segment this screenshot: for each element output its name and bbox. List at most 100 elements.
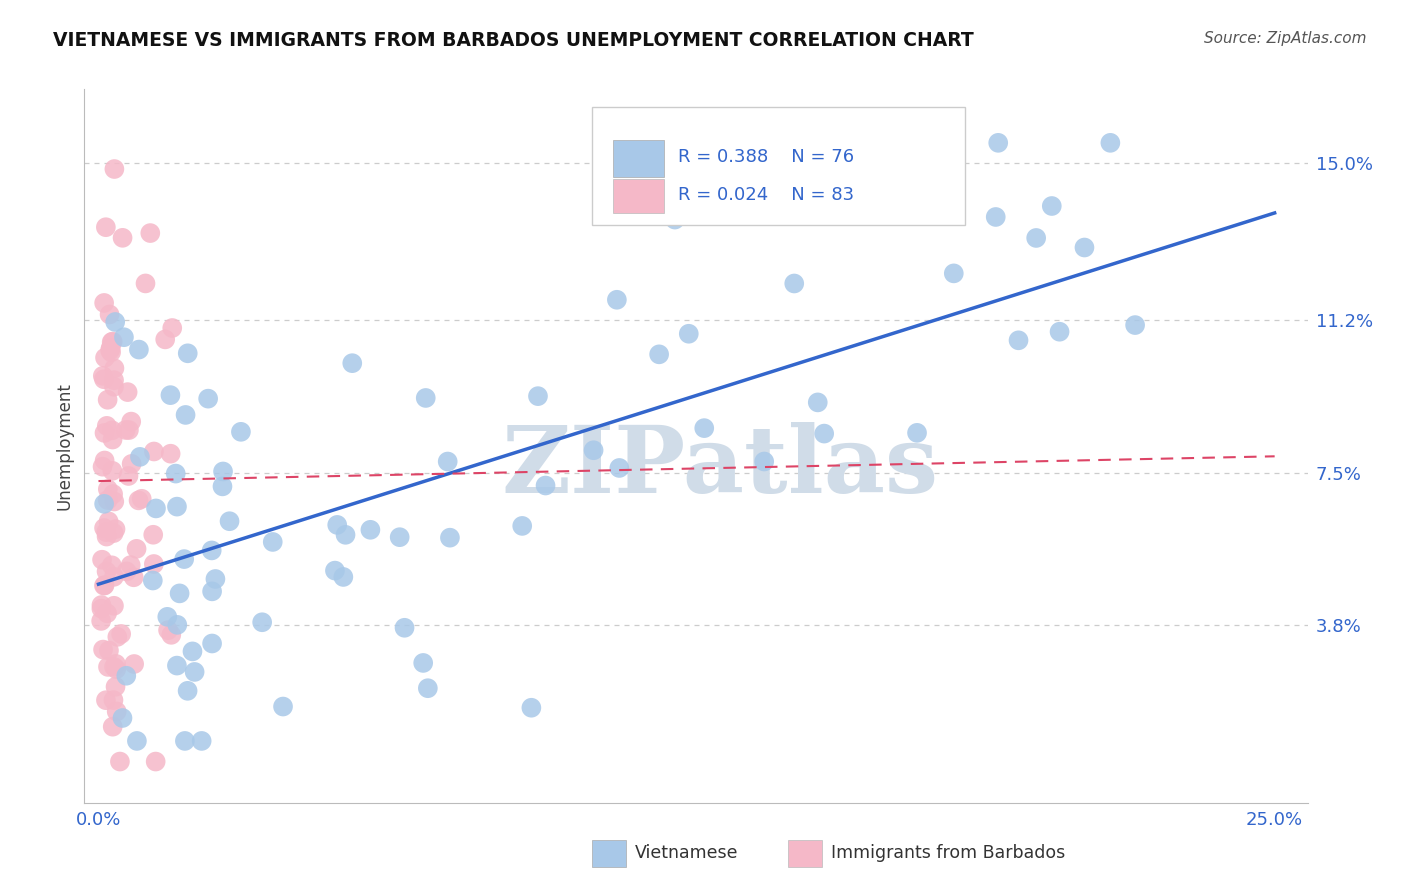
Point [1099,136,1122,150]
Bar [613,140,664,178]
Point [120,558,142,573]
Point [101,464,124,478]
Bar [592,840,626,867]
Point [145,755,167,769]
Point [91,459,114,474]
Point [101,487,124,501]
Point [160,628,183,642]
Point [105,662,128,676]
Point [326,517,349,532]
Point [648,347,671,361]
Text: VIETNAMESE VS IMMIGRANTS FROM BARBADOS UNEMPLOYMENT CORRELATION CHART: VIETNAMESE VS IMMIGRANTS FROM BARBADOS U… [53,31,974,50]
Point [262,535,284,549]
Point [93,296,115,310]
Point [96,565,118,579]
Point [103,660,125,674]
Point [416,681,439,696]
Point [93,578,115,592]
Point [1040,199,1063,213]
Point [134,277,156,291]
Point [97,482,120,496]
Point [211,479,233,493]
Point [984,210,1007,224]
Point [111,711,134,725]
Point [97,392,120,407]
Point [118,423,141,437]
Point [101,558,124,573]
Point [112,330,135,344]
Point [987,136,1010,150]
Point [100,341,122,355]
Point [90,601,112,615]
Point [176,683,198,698]
Point [157,623,180,637]
Point [122,570,145,584]
Point [101,334,124,349]
Point [91,552,114,566]
Point [103,380,125,394]
Point [783,277,806,291]
Point [162,321,184,335]
Point [131,491,153,506]
Point [166,658,188,673]
Point [139,226,162,240]
Point [94,693,117,707]
Point [94,351,117,365]
Point [103,599,125,613]
Point [117,469,139,483]
Point [128,343,150,357]
Text: R = 0.388    N = 76: R = 0.388 N = 76 [678,148,853,166]
Point [359,523,381,537]
Point [439,531,461,545]
Point [120,415,142,429]
Point [181,644,204,658]
Point [93,453,115,467]
Point [97,660,120,674]
Point [108,755,131,769]
Point [510,519,533,533]
Point [153,332,176,346]
Point [229,425,252,439]
Point [104,315,127,329]
Point [212,465,235,479]
Point [97,514,120,528]
Point [1049,325,1071,339]
Point [190,734,212,748]
Point [105,705,128,719]
Point [664,212,686,227]
Point [166,617,188,632]
Point [128,493,150,508]
Point [93,425,115,440]
Point [101,720,124,734]
Point [250,615,273,630]
Point [96,418,118,433]
Point [142,527,165,541]
Point [96,530,118,544]
Point [174,734,197,748]
Point [942,266,965,280]
Point [98,343,121,358]
Point [534,478,557,492]
Point [90,614,112,628]
Point [607,461,630,475]
Point [121,457,143,471]
Point [98,643,121,657]
FancyBboxPatch shape [592,107,965,225]
Point [125,734,148,748]
Point [103,494,125,508]
Point [104,522,127,536]
Point [98,308,121,322]
Point [156,610,179,624]
Point [201,584,224,599]
Point [693,421,716,435]
Point [388,530,411,544]
Point [111,231,134,245]
Point [100,334,122,349]
Point [1007,334,1029,348]
Point [159,388,181,402]
Point [173,552,195,566]
Point [807,395,830,409]
Point [1025,231,1047,245]
Point [114,423,136,437]
Point [1123,318,1146,332]
